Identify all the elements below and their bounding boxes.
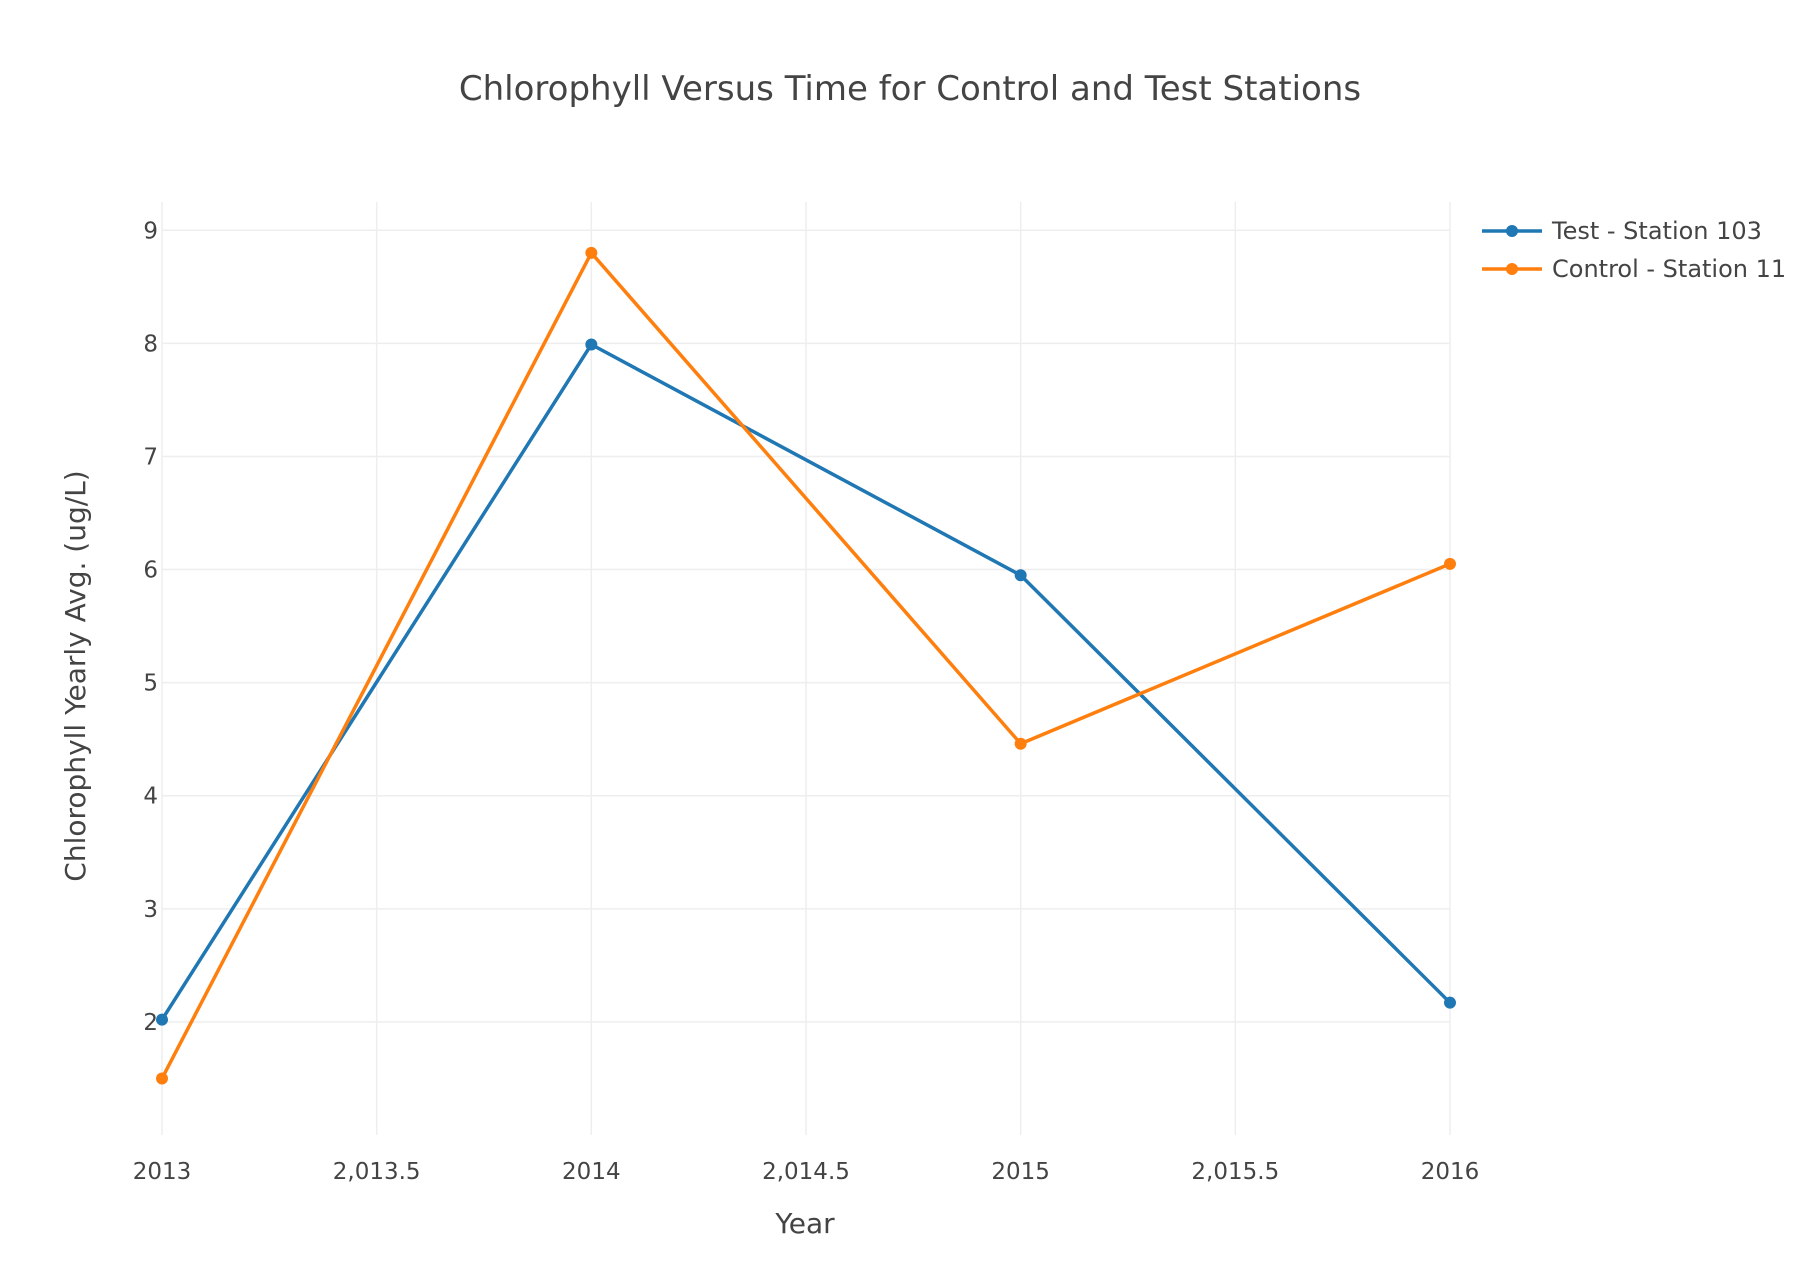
y-tick-label: 6 bbox=[143, 558, 158, 584]
data-point bbox=[1444, 557, 1456, 570]
series-control-station-11 bbox=[156, 246, 1456, 1085]
x-axis-ticks: 2013 2,013.5 2014 2,014.5 2015 2,015.5 2016 bbox=[133, 1159, 1480, 1185]
y-tick-label: 3 bbox=[143, 897, 158, 923]
data-point bbox=[1014, 569, 1027, 582]
grid-layer bbox=[161, 202, 1451, 1135]
chart-title: Chlorophyll Versus Time for Control and … bbox=[459, 69, 1361, 109]
y-tick-label: 4 bbox=[143, 784, 158, 810]
data-point bbox=[585, 246, 598, 259]
series-line-test-station-103 bbox=[160, 342, 1452, 1021]
y-axis-ticks: 2 3 4 5 6 7 8 9 bbox=[143, 218, 158, 1036]
y-axis-title: Chlorophyll Yearly Avg. (ug/L) bbox=[59, 470, 92, 881]
y-tick-label: 7 bbox=[143, 444, 158, 470]
x-tick-label: 2,015.5 bbox=[1191, 1159, 1279, 1185]
legend-item: Test - Station 103 bbox=[1482, 217, 1762, 245]
legend-item: Control - Station 11 bbox=[1482, 255, 1786, 283]
series-test-station-103 bbox=[156, 338, 1456, 1026]
x-axis-title: Year bbox=[774, 1207, 835, 1240]
data-point bbox=[156, 1072, 168, 1085]
data-point bbox=[156, 1013, 168, 1026]
y-tick-label: 5 bbox=[143, 671, 158, 697]
data-point bbox=[1444, 996, 1456, 1009]
series-layer bbox=[156, 246, 1456, 1085]
legend-label: Test - Station 103 bbox=[1551, 217, 1762, 245]
series-line-control-station-11 bbox=[160, 251, 1451, 1080]
y-tick-label: 8 bbox=[143, 331, 158, 357]
x-tick-label: 2014 bbox=[562, 1159, 621, 1185]
y-tick-label: 9 bbox=[143, 218, 158, 244]
x-tick-label: 2016 bbox=[1421, 1159, 1480, 1185]
x-tick-label: 2,014.5 bbox=[762, 1159, 850, 1185]
y-tick-label: 2 bbox=[143, 1010, 158, 1036]
x-tick-label: 2013 bbox=[133, 1159, 192, 1185]
data-point bbox=[585, 338, 598, 351]
x-tick-label: 2,013.5 bbox=[333, 1159, 421, 1185]
x-tick-label: 2015 bbox=[991, 1159, 1050, 1185]
data-point bbox=[1014, 737, 1027, 750]
legend-swatch-marker bbox=[1506, 225, 1518, 237]
legend-swatch-marker bbox=[1506, 263, 1518, 275]
legend-label: Control - Station 11 bbox=[1552, 255, 1786, 283]
legend: Test - Station 103 Control - Station 11 bbox=[1482, 217, 1786, 283]
